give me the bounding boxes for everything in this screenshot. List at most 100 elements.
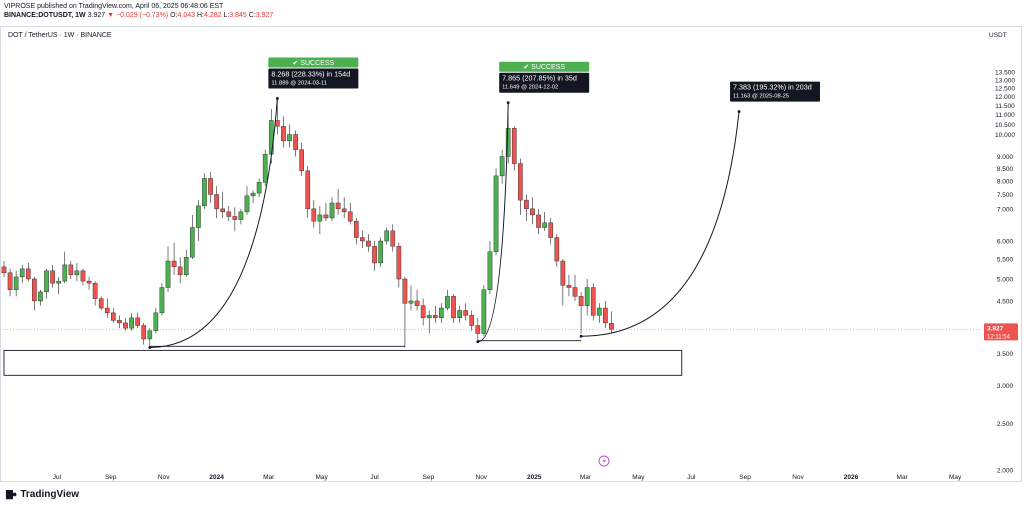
candle-body[interactable] [445,296,450,309]
candle-body[interactable] [305,170,311,210]
candle-body[interactable] [275,120,280,127]
candle-body[interactable] [341,208,347,213]
candle-body[interactable] [609,323,614,330]
tradingview-brand[interactable]: ▇● TradingView [6,489,79,500]
candle-body[interactable] [50,270,55,284]
candle-body[interactable] [256,182,262,194]
candle-body[interactable] [572,287,578,297]
candle-body[interactable] [475,325,481,334]
candle-body[interactable] [177,266,183,276]
candle-body[interactable] [426,315,432,319]
candle-body[interactable] [74,270,80,276]
candle-body[interactable] [287,134,292,142]
candle-body[interactable] [311,208,317,222]
candle-body[interactable] [25,268,31,280]
candle-body[interactable] [13,276,19,290]
candle-body[interactable] [159,287,165,314]
candle-body[interactable] [92,283,98,299]
candle-body[interactable] [511,128,517,164]
candle-body[interactable] [117,320,122,324]
candle-body[interactable] [299,149,304,172]
projection-arc[interactable] [149,98,278,348]
candle-body[interactable] [68,264,74,276]
candle-body[interactable] [554,237,560,262]
candle-body[interactable] [335,202,341,210]
support-zone-box[interactable] [3,349,683,376]
candle-body[interactable] [542,222,547,228]
candle-body[interactable] [432,315,438,319]
candle-body[interactable] [402,278,408,304]
candle-body[interactable] [487,251,493,290]
candle-body[interactable] [214,194,219,210]
candle-body[interactable] [111,312,116,321]
candle-body[interactable] [317,214,323,222]
candle-body[interactable] [250,192,256,197]
candle-body[interactable] [165,260,171,288]
price-tag[interactable] [984,323,1018,341]
candle-body[interactable] [366,240,371,247]
candle-body[interactable] [378,240,383,264]
candle-body[interactable] [548,222,554,238]
candle-body[interactable] [7,272,13,290]
candle-body[interactable] [262,153,268,183]
projection-arc[interactable] [477,102,509,343]
candle-body[interactable] [457,310,462,319]
candle-body[interactable] [420,305,426,319]
candle-body[interactable] [208,178,213,195]
candle-body[interactable] [238,211,244,220]
candle-body[interactable] [32,278,37,302]
candle-body[interactable] [530,208,535,216]
candle-body[interactable] [590,287,596,316]
candle-body[interactable] [135,317,140,326]
candle-body[interactable] [226,211,232,217]
candle-body[interactable] [329,202,335,219]
candle-body[interactable] [129,317,134,329]
candle-body[interactable] [293,134,298,150]
candle-body[interactable] [104,307,110,314]
success-badge[interactable] [499,61,590,72]
candle-body[interactable] [80,270,86,282]
candle-body[interactable] [384,230,390,242]
candle-body[interactable] [281,126,286,142]
candle-body[interactable] [123,322,128,329]
candle-body[interactable] [499,156,505,177]
candle-body[interactable] [566,285,572,288]
candle-body[interactable] [38,291,43,302]
candle-body[interactable] [396,246,402,280]
candle-body[interactable] [183,257,189,276]
candle-body[interactable] [86,280,92,284]
candle-body[interactable] [578,296,584,306]
candle-body[interactable] [505,128,511,157]
candle-body[interactable] [1,266,7,274]
candle-body[interactable] [451,296,456,319]
candle-body[interactable] [202,178,207,207]
candle-body[interactable] [232,216,238,220]
candle-body[interactable] [268,120,274,155]
projection-arc[interactable] [581,111,740,337]
candle-body[interactable] [596,307,602,316]
candle-body[interactable] [56,280,61,284]
candle-body[interactable] [171,260,177,268]
target-label-box[interactable] [730,81,821,102]
candle-body[interactable] [323,214,329,219]
target-label-box[interactable] [499,72,590,93]
candle-body[interactable] [98,298,104,309]
candle-body[interactable] [481,289,487,334]
candle-body[interactable] [469,315,475,326]
chart-frame[interactable] [0,26,1022,482]
candle-body[interactable] [244,195,250,213]
candle-body[interactable] [220,208,226,213]
candle-body[interactable] [603,307,608,324]
candle-body[interactable] [463,310,468,316]
candle-body[interactable] [353,220,359,238]
candle-body[interactable] [360,237,365,242]
candle-body[interactable] [536,214,541,228]
candle-body[interactable] [439,307,444,319]
candle-body[interactable] [493,175,499,252]
candle-body[interactable] [560,260,566,286]
candle-body[interactable] [189,227,195,258]
candle-body[interactable] [408,300,414,304]
candle-body[interactable] [19,268,25,278]
candle-body[interactable] [390,230,396,247]
